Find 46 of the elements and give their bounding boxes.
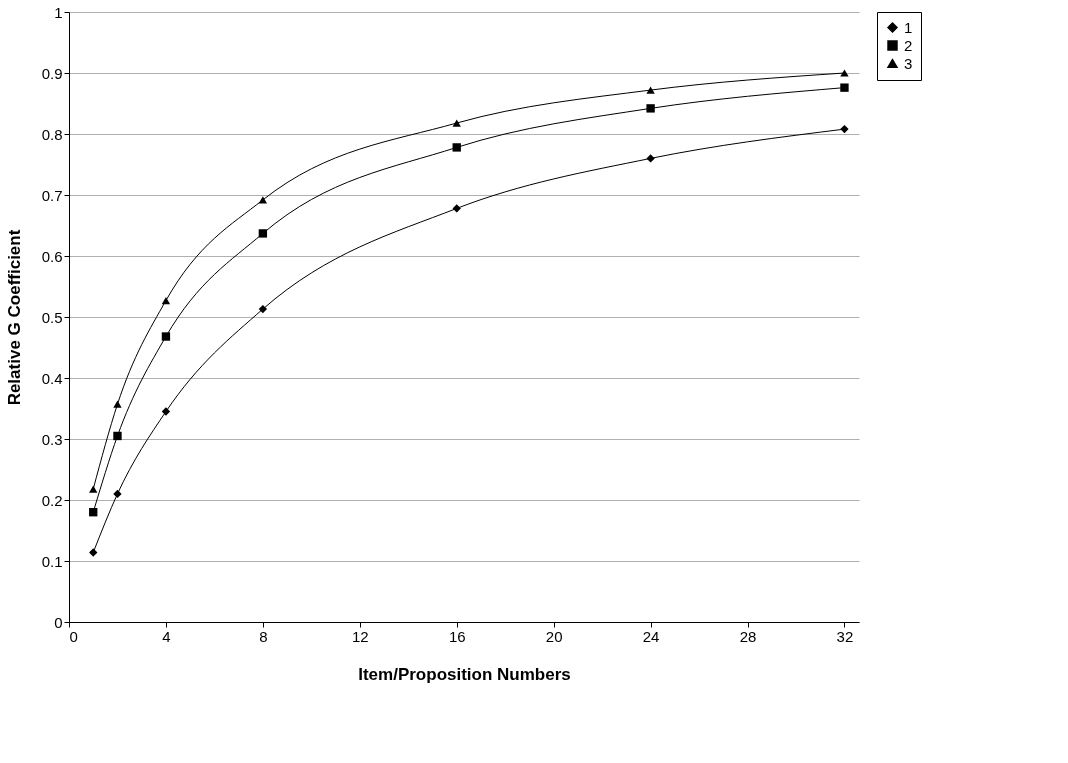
x-tick-label: 32 <box>836 627 854 645</box>
point <box>840 69 849 77</box>
x-tick-label: 8 <box>259 627 268 645</box>
y-tick-label: 0.2 <box>41 491 63 509</box>
point <box>161 332 171 341</box>
point <box>258 196 268 204</box>
y-tick-label: 0.9 <box>41 64 63 82</box>
y-axis-title: Relative G Coefficient <box>4 229 24 406</box>
point <box>840 83 849 92</box>
y-tick-label: 0.4 <box>41 369 63 387</box>
x-tick-label: 16 <box>448 627 466 645</box>
y-tick-label: 0.3 <box>41 430 63 448</box>
legend-label: 3 <box>904 54 913 72</box>
point <box>113 431 122 441</box>
point <box>840 124 849 134</box>
point <box>646 86 655 94</box>
y-tick-label: 0.8 <box>41 125 63 143</box>
point <box>452 143 461 152</box>
point <box>452 204 461 213</box>
x-tick-label: 24 <box>642 627 660 645</box>
point <box>89 485 98 493</box>
y-tick-label: 0.7 <box>41 186 63 204</box>
x-tick-label: 12 <box>351 627 369 645</box>
y-tick-label: 1 <box>54 3 63 21</box>
x-tick-label: 0 <box>69 627 78 645</box>
y-tick-label: 0.5 <box>41 308 63 326</box>
point <box>89 508 98 517</box>
point <box>161 296 171 305</box>
point <box>646 104 655 113</box>
y-tick-label: 0.1 <box>41 552 63 570</box>
point <box>646 154 655 163</box>
legend-label: 2 <box>904 36 913 54</box>
point <box>452 119 461 127</box>
point <box>113 400 122 408</box>
x-tick-label: 20 <box>545 627 563 645</box>
y-tick-label: 0.6 <box>41 247 63 265</box>
x-axis-title: Item/Proposition Numbers <box>358 664 571 684</box>
x-tick-label: 28 <box>739 627 757 645</box>
legend-label: 1 <box>904 18 913 36</box>
point <box>89 548 98 557</box>
point <box>113 489 122 499</box>
point <box>161 407 171 416</box>
point <box>258 229 268 238</box>
x-tick-label: 4 <box>162 627 171 645</box>
y-tick-label: 0 <box>54 613 63 631</box>
point <box>258 304 268 314</box>
